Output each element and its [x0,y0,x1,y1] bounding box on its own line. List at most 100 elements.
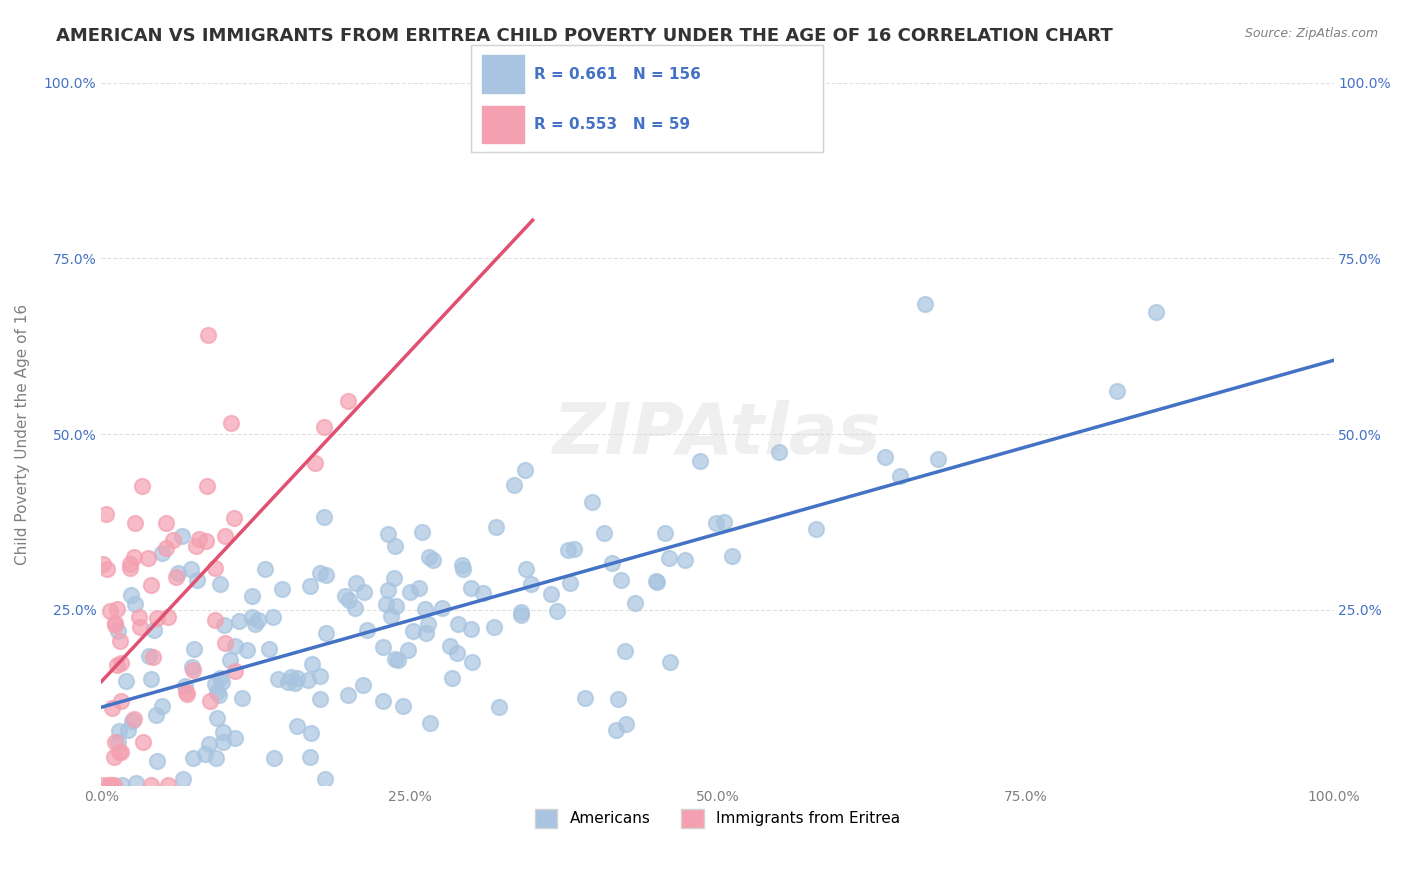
Point [100,778,122,792]
Point [297,673,319,687]
Point [186,573,208,587]
Point [546,604,568,618]
Point [176,687,198,701]
Point [430,600,453,615]
Point [382,571,405,585]
Point [460,581,482,595]
Point [117,723,139,737]
Point [121,714,143,728]
Point [713,515,735,529]
Point [673,552,696,566]
Point [592,526,614,541]
Point [644,574,666,588]
Point [558,576,581,591]
Point [155,541,177,555]
Point [110,694,132,708]
Point [277,675,299,690]
Point [502,478,524,492]
Point [156,610,179,624]
Point [396,643,419,657]
Point [198,694,221,708]
Point [96,507,118,521]
Point [103,750,125,764]
Point [131,479,153,493]
Text: ZIPAtlas: ZIPAtlas [553,400,882,468]
Point [150,546,173,560]
Point [138,648,160,663]
Point [610,573,633,587]
Point [205,750,228,764]
Point [689,453,711,467]
Point [104,735,127,749]
Point [145,707,167,722]
Point [873,450,896,465]
Point [267,672,290,686]
Point [380,609,402,624]
Point [446,646,468,660]
Point [356,623,378,637]
Point [482,620,505,634]
Point [108,633,131,648]
Point [298,579,321,593]
Point [195,479,218,493]
Point [607,692,630,706]
Point [110,656,132,670]
Point [262,610,284,624]
Point [408,581,430,595]
Point [105,602,128,616]
Point [335,589,357,603]
Point [422,553,444,567]
Point [614,717,637,731]
Y-axis label: Child Poverty Under the Age of 16: Child Poverty Under the Age of 16 [15,303,30,565]
Point [343,601,366,615]
Point [194,747,217,761]
Point [224,665,246,679]
Point [181,751,204,765]
Point [447,617,470,632]
Point [110,745,132,759]
Point [375,597,398,611]
Point [416,617,439,632]
Point [222,511,245,525]
Text: AMERICAN VS IMMIGRANTS FROM ERITREA CHILD POVERTY UNDER THE AGE OF 16 CORRELATIO: AMERICAN VS IMMIGRANTS FROM ERITREA CHIL… [56,27,1114,45]
Point [212,735,235,749]
Point [415,626,437,640]
Point [111,778,134,792]
Point [120,588,142,602]
Point [301,657,323,672]
Point [284,675,307,690]
Point [174,679,197,693]
Point [411,525,433,540]
Point [107,624,129,638]
Point [183,642,205,657]
Point [353,584,375,599]
Point [141,778,163,792]
Text: Source: ZipAtlas.com: Source: ZipAtlas.com [1244,27,1378,40]
Point [654,525,676,540]
Point [180,660,202,674]
Point [98,778,121,792]
Point [371,694,394,708]
Point [263,751,285,765]
Point [299,726,322,740]
Point [132,735,155,749]
Point [98,604,121,618]
Legend: Americans, Immigrants from Eritrea: Americans, Immigrants from Eritrea [529,803,907,834]
Point [471,586,494,600]
Point [315,626,337,640]
Point [204,677,226,691]
Point [224,731,246,746]
Point [280,670,302,684]
Point [107,735,129,749]
Point [122,712,145,726]
Point [103,778,125,792]
Point [371,640,394,654]
Point [243,616,266,631]
Point [314,420,336,434]
Point [146,754,169,768]
Point [513,463,536,477]
Point [402,624,425,638]
Point [605,723,627,738]
Point [167,566,190,581]
Point [125,776,148,790]
